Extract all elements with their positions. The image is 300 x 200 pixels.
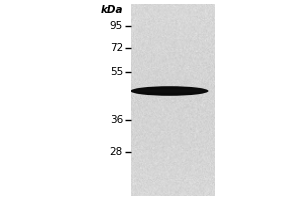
Text: 36: 36 (110, 115, 123, 125)
Text: kDa: kDa (100, 5, 123, 15)
Text: 55: 55 (110, 67, 123, 77)
Text: 28: 28 (110, 147, 123, 157)
Text: 72: 72 (110, 43, 123, 53)
Text: 95: 95 (110, 21, 123, 31)
